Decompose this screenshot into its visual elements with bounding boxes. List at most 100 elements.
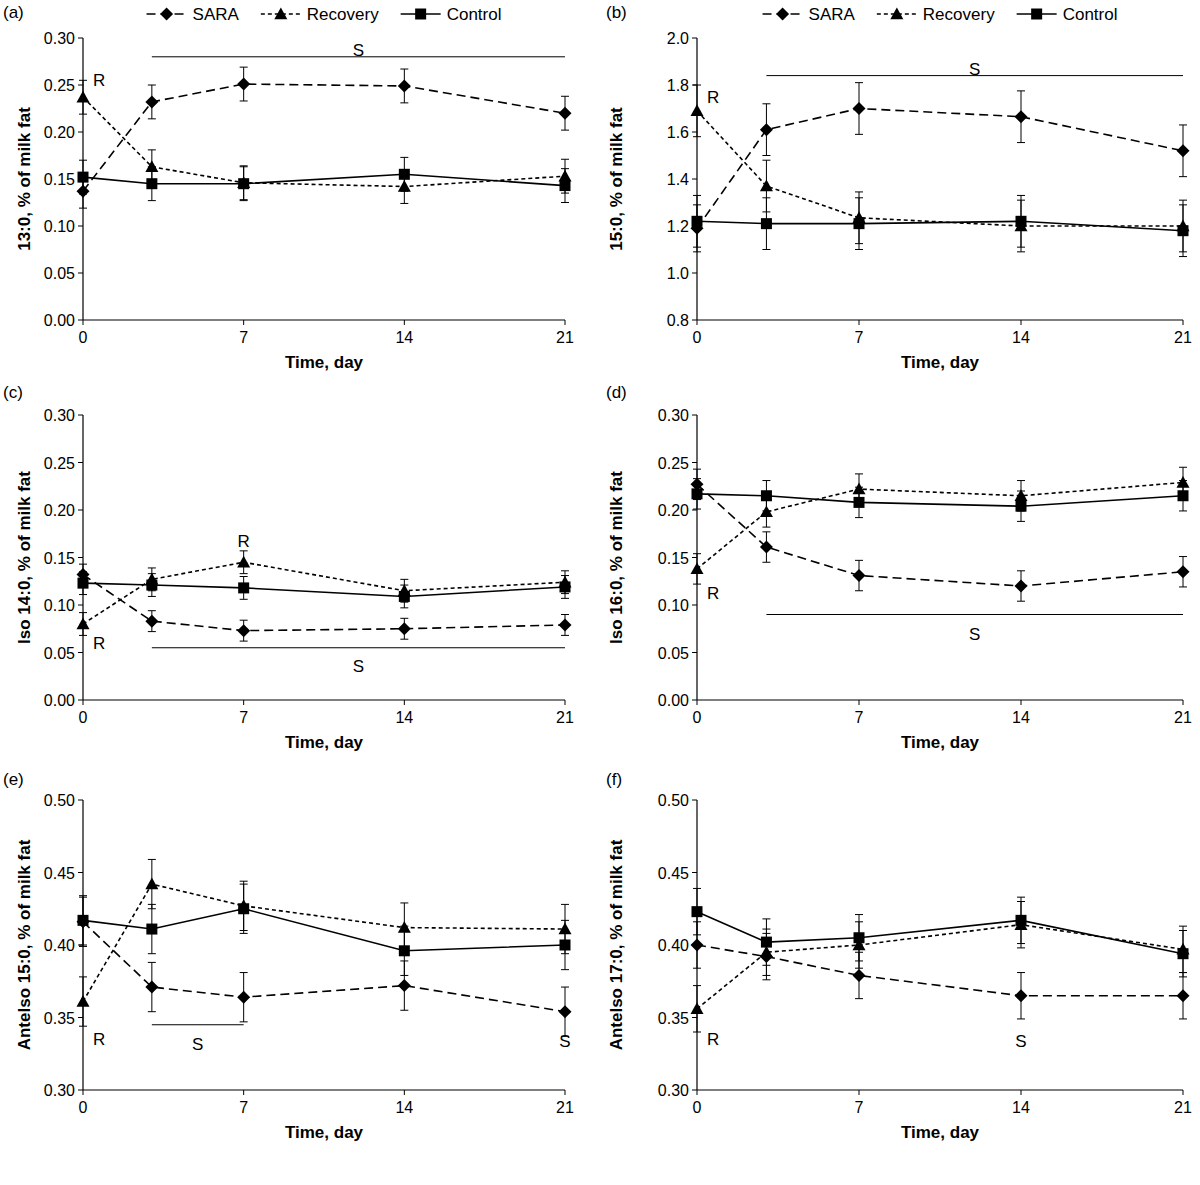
data-group [691, 888, 1190, 1032]
legend-label: Control [1063, 5, 1118, 24]
annotation: R [707, 88, 719, 107]
annotation: R [707, 584, 719, 603]
marker-square [1178, 490, 1189, 501]
marker-square [560, 180, 571, 191]
y-tick-label: 0.50 [44, 792, 75, 809]
y-tick [692, 179, 697, 180]
y-axis-title: Iso 14:0, % of milk fat [15, 471, 34, 644]
y-tick-label: 0.35 [44, 1010, 75, 1027]
marker-square [560, 940, 571, 951]
panel-label: (e) [3, 770, 24, 789]
marker-diamond [853, 569, 866, 582]
marker-diamond [145, 615, 158, 628]
y-tick [692, 273, 697, 274]
panel: (c)0.000.050.100.150.200.250.30071421Tim… [3, 383, 574, 752]
marker-triangle [691, 1002, 704, 1014]
legend-label: Recovery [923, 5, 995, 24]
marker-diamond [237, 624, 250, 637]
data-group [77, 551, 572, 641]
legend-label: Control [447, 5, 502, 24]
y-tick [78, 320, 83, 321]
x-tick [83, 1090, 84, 1095]
y-tick [692, 652, 697, 653]
marker-triangle [77, 995, 90, 1007]
marker-square [854, 218, 865, 229]
marker-diamond [559, 1005, 572, 1018]
y-tick [78, 510, 83, 511]
x-tick [697, 320, 698, 325]
marker-triangle [760, 180, 773, 192]
x-tick-label: 14 [395, 709, 413, 726]
marker-triangle [274, 8, 287, 20]
panel: (b)0.81.01.21.41.61.82.0071421Time, day1… [606, 3, 1192, 372]
y-tick [692, 557, 697, 558]
y-tick [78, 132, 83, 133]
series-line [83, 575, 565, 631]
marker-square [1031, 9, 1042, 20]
x-tick [565, 700, 566, 705]
x-axis-title: Time, day [901, 353, 980, 372]
legend: SARA Recovery Control [147, 5, 502, 24]
marker-square [399, 169, 410, 180]
panel-label: (d) [606, 383, 627, 402]
y-tick-label: 0.20 [44, 502, 75, 519]
x-tick-label: 0 [79, 1099, 88, 1116]
annotation: S [353, 657, 364, 676]
legend-item: Recovery [877, 5, 995, 24]
marker-diamond [1015, 989, 1028, 1002]
annotation: S [353, 41, 364, 60]
marker-square [238, 178, 249, 189]
annotation: R [93, 634, 105, 653]
marker-square [78, 915, 89, 926]
series-line [83, 562, 565, 624]
x-tick [1183, 320, 1184, 325]
legend-label: Recovery [307, 5, 379, 24]
x-tick-label: 7 [239, 709, 248, 726]
x-tick-label: 21 [1174, 329, 1192, 346]
y-axis-title: 13:0, % of milk fat [15, 107, 34, 251]
y-tick-label: 0.00 [44, 312, 75, 329]
x-axis-title: Time, day [901, 1123, 980, 1142]
marker-square [415, 9, 426, 20]
y-tick [78, 1017, 83, 1018]
annotation: S [192, 1035, 203, 1054]
marker-diamond [760, 123, 773, 136]
y-tick-label: 0.35 [658, 1010, 689, 1027]
y-tick [78, 1090, 83, 1091]
y-tick-label: 2.0 [667, 30, 689, 47]
x-tick-label: 14 [1012, 709, 1030, 726]
marker-square [692, 488, 703, 499]
annotation: S [969, 60, 980, 79]
y-tick-label: 0.05 [44, 645, 75, 662]
y-tick-label: 0.10 [44, 597, 75, 614]
marker-square [78, 172, 89, 183]
y-tick-label: 0.50 [658, 792, 689, 809]
y-tick [692, 510, 697, 511]
y-tick-label: 0.15 [658, 550, 689, 567]
marker-diamond [398, 979, 411, 992]
y-tick-label: 0.15 [44, 550, 75, 567]
x-tick [1021, 320, 1022, 325]
y-tick [692, 132, 697, 133]
x-tick [243, 320, 244, 325]
y-tick [78, 462, 83, 463]
x-tick-label: 7 [239, 329, 248, 346]
y-axis-title: 15:0, % of milk fat [607, 107, 626, 251]
panel: (d)0.000.050.100.150.200.250.30071421Tim… [606, 383, 1192, 752]
legend-item: Control [401, 5, 502, 24]
x-tick [565, 320, 566, 325]
y-tick [78, 415, 83, 416]
marker-diamond [776, 8, 789, 21]
y-tick [78, 700, 83, 701]
marker-square [1178, 948, 1189, 959]
marker-triangle [145, 878, 158, 890]
marker-diamond [237, 78, 250, 91]
x-axis-line [83, 1089, 565, 1090]
x-tick [565, 1090, 566, 1095]
y-tick [692, 462, 697, 463]
marker-triangle [77, 618, 90, 630]
marker-square [146, 580, 157, 591]
y-tick [78, 226, 83, 227]
y-tick-label: 0.30 [44, 30, 75, 47]
legend-item: SARA [147, 5, 240, 24]
